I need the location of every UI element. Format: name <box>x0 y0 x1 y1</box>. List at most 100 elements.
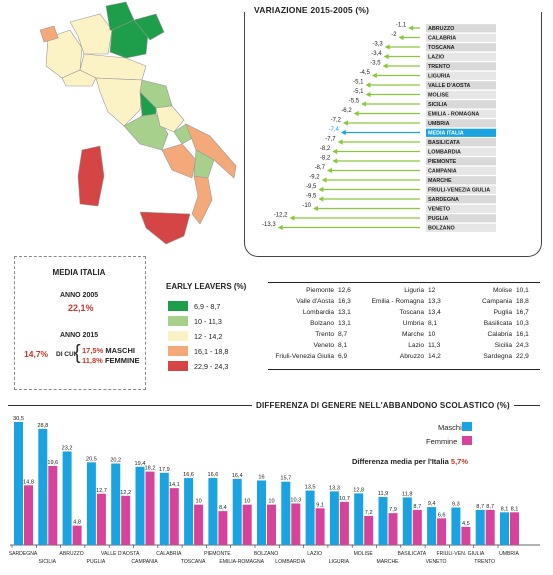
year-2015-total: 14,7% <box>24 349 49 359</box>
bar-maschi-value-label: 16,6 <box>183 472 194 478</box>
table-region-value: 6,9 <box>338 353 348 360</box>
map-region-sicilia <box>139 211 191 245</box>
legend-swatch <box>168 331 188 341</box>
map-region-friuli <box>133 13 165 41</box>
legend-swatch <box>168 301 188 311</box>
bar-maschi-value-label: 19,4 <box>135 461 146 467</box>
variation-row-bg <box>426 176 496 185</box>
table-region-value: 18,8 <box>516 298 529 305</box>
variation-arrow-head <box>337 139 343 145</box>
variation-value-label: -3,3 <box>372 41 383 47</box>
bar-maschi <box>329 491 339 545</box>
x-category-label: PUGLIA <box>87 559 106 565</box>
variation-value-label: -4,5 <box>360 70 371 76</box>
variation-value-label: -5,5 <box>349 98 360 104</box>
maschi-value: 17,5% <box>82 346 104 355</box>
table-region-name: Lombardia <box>302 309 334 316</box>
bar-femmine <box>510 512 519 545</box>
variation-value-label: -5,1 <box>353 79 364 85</box>
variation-row-bg <box>426 119 496 128</box>
maschi-row: 17,5% MASCHI <box>82 346 135 355</box>
map-region-abruzzo <box>155 105 185 133</box>
variation-arrow-head <box>384 44 390 50</box>
legend-range-label: 16,1 - 18,8 <box>194 347 229 356</box>
variation-row-bg <box>426 52 496 61</box>
variation-region-label: VENETO <box>428 207 450 213</box>
map-region-sardegna <box>77 145 105 207</box>
bar-femmine-value-label: 6,6 <box>438 512 446 518</box>
variation-arrow-head <box>313 205 318 212</box>
variation-row-bg <box>426 138 496 147</box>
italy-average-note: Differenza media per l'Italia 5,7% <box>352 457 468 466</box>
x-category-label: BASILICATA <box>397 551 426 557</box>
bar-femmine <box>48 465 58 545</box>
variation-row-bg <box>426 204 496 213</box>
bar-maschi-value-label: 16 <box>258 474 264 480</box>
bar-femmine-value-label: 9,1 <box>316 502 324 508</box>
variation-value-label: -1,1 <box>396 22 407 28</box>
bar-femmine-value-label: 4,5 <box>462 521 470 527</box>
table-region-value: 13,1 <box>338 320 351 327</box>
variation-arrow-head <box>383 53 389 60</box>
di-cui-label: DI CUI <box>56 351 76 358</box>
brace-icon: { <box>74 342 81 364</box>
bar-maschi <box>208 478 218 545</box>
variation-region-label: MOLISE <box>428 93 449 99</box>
variation-row-bg <box>426 214 496 223</box>
gender-bar-chart: 30,5 14,8 SARDEGNA 28,8 19,6 SICILIA 23,2 4,8 AB… <box>9 416 540 565</box>
x-category-label: LOMBARDIA <box>275 559 306 565</box>
italy-average-value: 5,7% <box>450 457 469 466</box>
x-category-label: FRIULI-VEN. GIULIA <box>436 551 484 557</box>
bar-femmine-value-label: 8,7 <box>486 504 494 510</box>
variation-region-label: CAMPANIA <box>428 169 457 175</box>
bar-femmine <box>364 515 374 545</box>
variation-value-label: -7,7 <box>325 136 336 142</box>
bar-femmine <box>96 493 106 545</box>
variation-region-label: LOMBARDIA <box>428 150 461 156</box>
table-region-value: 13,3 <box>428 298 441 305</box>
variation-region-label: LIGURIA <box>428 74 450 80</box>
table-region-name: Umbria <box>402 320 424 327</box>
x-category-label: LAZIO <box>307 551 322 557</box>
bar-femmine <box>339 501 349 545</box>
bar-femmine <box>242 504 252 545</box>
variation-value-label: -9,2 <box>309 174 320 180</box>
maschi-label: MASCHI <box>105 346 135 355</box>
variation-row-bg <box>426 90 496 99</box>
bar-maschi-value-label: 12,8 <box>353 487 364 493</box>
bar-maschi-value-label: 28,8 <box>37 423 48 429</box>
bar-maschi <box>38 428 48 545</box>
x-category-label: MOLISE <box>354 551 374 557</box>
variation-row-bg <box>426 223 496 232</box>
bar-maschi <box>135 466 145 545</box>
x-category-label: SARDEGNA <box>9 551 38 557</box>
map-region-valle-aosta <box>39 25 59 43</box>
italy-average-label: Differenza media per l'Italia <box>352 457 449 466</box>
bar-femmine <box>291 503 301 545</box>
table-region-value: 12,6 <box>338 287 351 294</box>
bar-maschi <box>402 497 412 545</box>
variation-region-label: EMILIA - ROMAGNA <box>428 112 479 118</box>
x-category-label: BOLZANO <box>254 551 278 557</box>
bar-maschi <box>62 451 72 545</box>
bar-maschi <box>451 507 461 545</box>
variation-value-label: -6,2 <box>341 108 352 114</box>
bar-femmine <box>461 526 471 545</box>
variation-region-label: SARDEGNA <box>428 197 459 203</box>
table-region-name: Friuli-Venezia Giulia <box>275 353 334 360</box>
variation-region-label: UMBRIA <box>428 121 450 127</box>
variation-arrow-head <box>353 110 359 117</box>
table-region-name: Veneto <box>313 342 334 349</box>
variation-value-label: -9,5 <box>306 184 317 190</box>
variation-arrow-head <box>361 101 367 107</box>
bar-maschi <box>184 478 194 545</box>
table-region-name: Emilia - Romagna <box>371 298 424 305</box>
bar-maschi-value-label: 13,5 <box>305 485 316 491</box>
variation-arrow-head <box>398 34 404 41</box>
variation-region-label: TOSCANA <box>428 45 455 51</box>
year-2005-value: 22,1% <box>68 303 94 313</box>
x-category-label: CAMPANIA <box>131 559 158 565</box>
year-2015-label: ANNO 2015 <box>60 332 99 339</box>
bar-femmine-value-label: 12,7 <box>96 488 107 494</box>
variation-arrow-head <box>382 63 388 69</box>
